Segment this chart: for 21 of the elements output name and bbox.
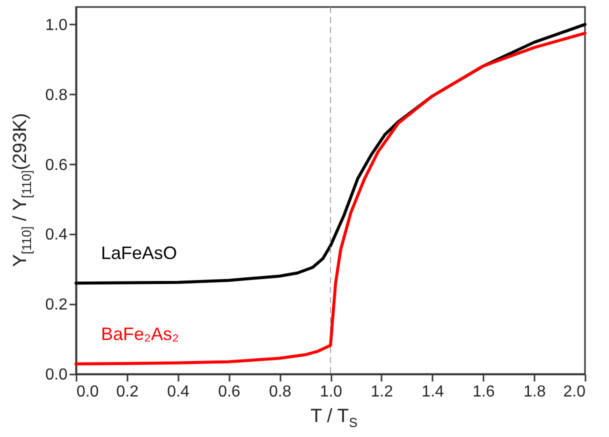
x-tick-label: 1.0 <box>320 384 342 400</box>
y-tick-label: 0.8 <box>45 86 68 104</box>
x-tick-label: 0.2 <box>116 384 139 400</box>
x-tick-label: 1.4 <box>422 384 444 400</box>
x-tick-label: 1.6 <box>472 384 495 400</box>
y-tick-label: 1.0 <box>45 16 68 34</box>
y-tick-label: 0.4 <box>45 226 68 244</box>
x-tick-label: 0.6 <box>218 384 240 400</box>
series-label: BaFe₂As₂ <box>101 324 180 344</box>
series-label: LaFeAsO <box>101 243 178 264</box>
x-tick-label: 1.8 <box>523 384 546 400</box>
y-tick-label: 0.0 <box>45 366 68 384</box>
x-tick-label: 0.0 <box>76 384 99 400</box>
y-tick-label: 0.2 <box>45 296 68 314</box>
x-tick-label: 0.8 <box>268 384 292 400</box>
y-tick-label: 0.6 <box>45 156 68 174</box>
x-tick-label: 2.0 <box>563 384 586 400</box>
x-tick-label: 1.2 <box>370 384 394 400</box>
line-series <box>74 32 586 366</box>
x-axis-title: T / T$_{S}$ <box>310 406 358 430</box>
x-tick-label: 0.4 <box>167 384 190 400</box>
